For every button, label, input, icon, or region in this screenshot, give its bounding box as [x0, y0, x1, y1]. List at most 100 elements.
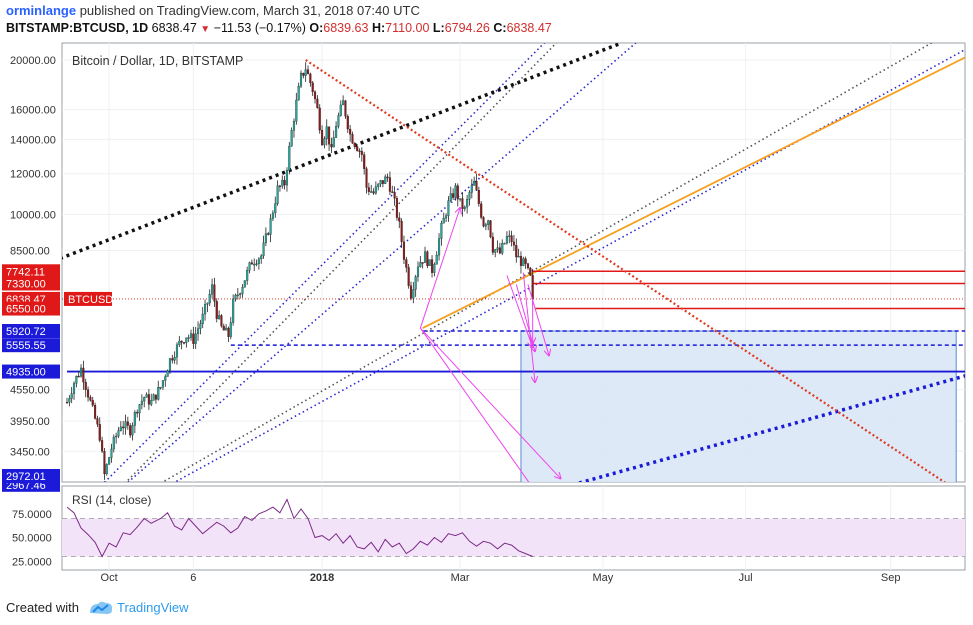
candle-body [274, 203, 277, 214]
x-tick-label: Sep [881, 572, 901, 584]
candle-body [484, 224, 487, 227]
candle-body [421, 262, 424, 264]
candle-body [430, 259, 434, 273]
candle-body [68, 398, 71, 403]
x-tick-label: Mar [451, 572, 470, 584]
candle-body [91, 400, 94, 406]
candle-body [218, 315, 221, 319]
candle-body [65, 402, 69, 404]
candle-body [473, 180, 476, 186]
price-tag-label: 4935.00 [6, 367, 46, 379]
candle-body [246, 269, 249, 281]
candle-body [175, 344, 179, 358]
candle-body [157, 387, 160, 400]
price-tag-label: 2972.01 [6, 471, 46, 483]
candle-body [283, 179, 286, 186]
candle-body [154, 394, 157, 400]
candle-body [323, 138, 326, 146]
created-with-label: Created with [6, 600, 79, 615]
tradingview-brand-link[interactable]: TradingView [117, 600, 189, 615]
tradingview-logo-icon[interactable] [88, 599, 114, 617]
candle-body [346, 116, 349, 130]
rsi-tick-label: 50.0000 [12, 533, 52, 545]
y-tick-label: 3450.00 [10, 446, 50, 458]
candle-body [365, 168, 368, 188]
candle-body [145, 394, 148, 398]
rsi-title: RSI (14, close) [72, 493, 151, 507]
candle-body [131, 425, 134, 436]
candle-body [168, 358, 172, 371]
candle-body [496, 247, 499, 250]
candle-body [442, 217, 445, 224]
high-label: H: [371, 21, 386, 35]
candle-body [374, 186, 377, 194]
candle-body [402, 241, 406, 260]
symbol-tag: BTCUSD [68, 294, 113, 306]
candle-body [94, 405, 97, 419]
candle-body [189, 333, 193, 338]
low-value: 6794.26 [444, 21, 490, 35]
chart-area[interactable]: 20000.00 16000.00 14000.00 12000.00 10000.00… [0, 40, 973, 590]
candle-body [143, 397, 146, 402]
candle-body [508, 235, 511, 237]
candles-layer [65, 62, 534, 480]
candle-body [328, 126, 331, 145]
long-trend-black [62, 43, 620, 260]
candle-body [414, 276, 417, 290]
candle-body [75, 375, 78, 384]
candle-body [386, 176, 389, 179]
candle-body [220, 315, 223, 327]
x-tick-label: Jul [739, 572, 753, 584]
candle-body [477, 190, 480, 204]
candle-body [77, 375, 80, 378]
publish-info: orminlange published on TradingView.com,… [6, 3, 420, 18]
candle-body [194, 333, 197, 344]
candle-body [285, 170, 289, 186]
candle-body [440, 223, 443, 239]
candle-body [248, 262, 251, 271]
candle-body [164, 376, 167, 381]
price-tag-bg [2, 469, 60, 483]
low-label: L: [432, 21, 445, 35]
candle-body [381, 180, 384, 184]
candle-body [182, 342, 186, 344]
candle-body [316, 98, 319, 109]
projection-arrow [527, 284, 549, 355]
close-value: 6838.47 [506, 21, 552, 35]
candle-body [356, 146, 359, 151]
candle-body [494, 249, 497, 253]
candle-body [110, 448, 113, 458]
candle-body [150, 400, 153, 405]
rsi-line [66, 498, 533, 558]
candle-body [255, 263, 258, 265]
candle-body [227, 327, 230, 337]
projection-arrow [522, 272, 535, 383]
candle-body [257, 258, 260, 264]
y-tick-label: 16000.00 [10, 105, 56, 117]
candle-body [192, 333, 195, 344]
price-tag-bg [2, 276, 60, 291]
author-link[interactable]: orminlange [6, 3, 77, 18]
candle-body [239, 293, 242, 296]
candle-body [115, 435, 118, 438]
candle-body [234, 294, 237, 300]
candle-body [178, 340, 181, 346]
candle-body [384, 176, 387, 184]
candle-body [208, 294, 211, 304]
candle-body [213, 284, 216, 302]
price-tag-bg [2, 338, 60, 353]
candle-body [260, 255, 263, 260]
candle-body [295, 99, 298, 122]
candle-body [409, 285, 413, 299]
candle-body [105, 464, 108, 475]
candle-body [419, 262, 422, 268]
candle-body [264, 233, 267, 244]
candle-body [445, 215, 448, 219]
candle-body [517, 256, 520, 258]
candle-body [225, 327, 228, 331]
candle-body [395, 198, 398, 218]
candle-body [377, 183, 380, 187]
candle-body [117, 430, 120, 437]
last-price: 6838.47 [151, 21, 197, 35]
candle-body [199, 323, 202, 329]
